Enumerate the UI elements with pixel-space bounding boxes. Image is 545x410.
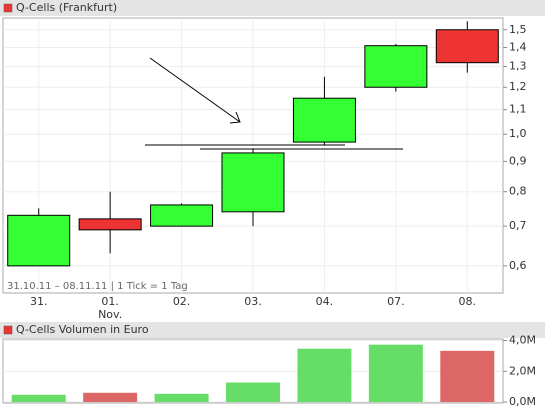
x-sublabel: Nov. <box>98 308 122 321</box>
marks <box>7 21 499 402</box>
bar <box>297 348 352 402</box>
x-tick-label: 07. <box>387 295 405 308</box>
arrow-head <box>229 111 241 124</box>
legend-swatch <box>3 3 13 13</box>
y-tick-label: 1,5 <box>509 23 527 36</box>
y-tick-label: 1,0 <box>509 127 527 140</box>
bar <box>440 350 495 402</box>
volume-title: Q-Cells Volumen in Euro <box>16 323 149 336</box>
bar <box>226 382 280 402</box>
candle-body <box>435 29 499 64</box>
y-tick-label: 0,9 <box>509 154 527 167</box>
y-tick-label: 1,1 <box>509 103 527 116</box>
volume-title-bar <box>0 322 545 338</box>
y-tick-label: 1,3 <box>509 60 527 73</box>
x-tick-label: 04. <box>316 295 334 308</box>
y-tick-label: 0,8 <box>509 185 527 198</box>
title-bar <box>0 0 545 16</box>
candle-body <box>221 152 285 213</box>
y-tick-label: 1,4 <box>509 41 527 54</box>
x-tick-label: 03. <box>244 295 262 308</box>
legend-swatch <box>3 325 13 335</box>
candle-body <box>292 97 356 143</box>
candle-body <box>7 214 71 267</box>
y-tick-label: 4,0M <box>509 334 536 347</box>
bar <box>83 392 138 402</box>
x-tick-label: 31. <box>30 295 48 308</box>
x-tick-label: 01. <box>101 295 119 308</box>
y-tick-label: 0,0M <box>509 395 536 408</box>
chart-title: Q-Cells (Frankfurt) <box>16 1 117 14</box>
y-tick-label: 0,6 <box>509 259 527 272</box>
x-tick-label: 02. <box>173 295 191 308</box>
y-tick-label: 2,0M <box>509 364 536 377</box>
drawings <box>145 57 403 150</box>
x-tick-label: 08. <box>459 295 477 308</box>
bar <box>368 344 423 402</box>
arrow-line <box>149 57 241 123</box>
y-tick-label: 1,2 <box>509 80 527 93</box>
candle-body <box>78 218 142 231</box>
candle-body <box>150 204 214 227</box>
annotation: 31.10.11 – 08.11.11 | 1 Tick = 1 Tag <box>7 281 188 292</box>
candle-body <box>364 45 428 88</box>
bar <box>11 394 66 402</box>
bar <box>154 393 209 402</box>
y-tick-label: 0,7 <box>509 219 527 232</box>
